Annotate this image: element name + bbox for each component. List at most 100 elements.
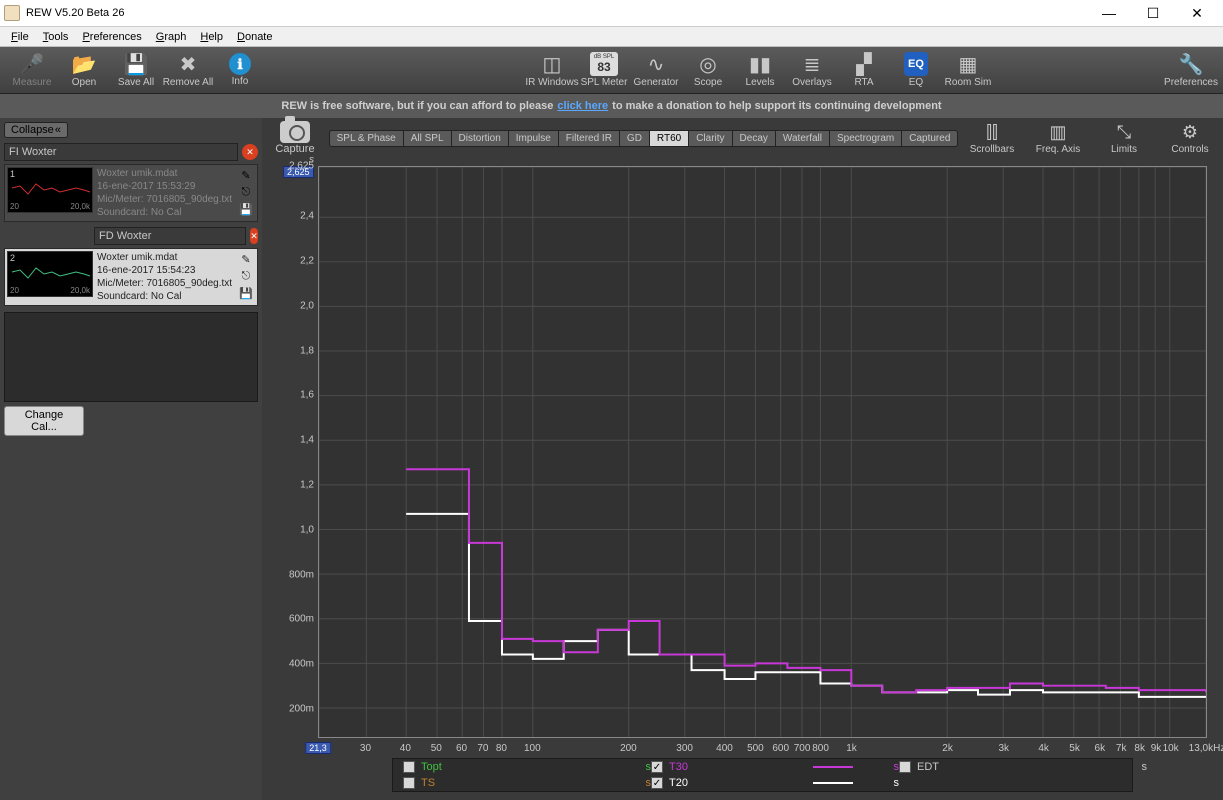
tab-spectrogram[interactable]: Spectrogram [830,130,902,147]
freqaxis-button[interactable]: ▥Freq. Axis [1033,122,1083,155]
tab-spl-phase[interactable]: SPL & Phase [329,130,404,147]
toolbar: 🎤Measure📂Open💾Save All✖Remove AllℹInfo ◫… [0,47,1223,94]
legend-unit: s [859,777,899,789]
menu-preferences[interactable]: Preferences [75,31,148,43]
x-tick-label: 10k [1163,743,1179,754]
menu-file[interactable]: File [4,31,36,43]
menu-tools[interactable]: Tools [36,31,76,43]
window-title: REW V5.20 Beta 26 [26,7,1087,19]
edit-icon[interactable]: ✎ [239,253,253,267]
graph-tabs: SPL & PhaseAll SPLDistortionImpulseFilte… [320,130,967,147]
capture-button[interactable]: Capture [270,121,320,155]
cal-icon[interactable]: ⎋ [239,270,253,284]
tab-distortion[interactable]: Distortion [452,130,509,147]
splmeter-button[interactable]: dB SPL83SPL Meter [578,48,630,92]
y-tick-label: 200m [282,703,314,714]
prefs-button[interactable]: 🔧Preferences [1165,48,1217,92]
legend-unit: s [1107,761,1147,773]
rta-button[interactable]: ▞RTA [838,48,890,92]
tab-clarity[interactable]: Clarity [689,130,732,147]
legend-item-ts[interactable]: TSs [403,775,651,791]
x-tick-label: 60 [456,743,467,754]
remove-measurement-button[interactable]: ✕ [250,228,258,244]
limits-button[interactable]: ⤡Limits [1099,122,1149,155]
cal-icon[interactable]: ⎋ [239,186,253,200]
scope-button[interactable]: ◎Scope [682,48,734,92]
plot-area[interactable]: 2,625 2,6252,42,22,01,81,61,41,21,0800m6… [282,158,1213,792]
tab-rt60[interactable]: RT60 [650,130,689,147]
menu-graph[interactable]: Graph [149,31,194,43]
tab-impulse[interactable]: Impulse [509,130,559,147]
legend-label: Topt [421,761,442,773]
irwin-button[interactable]: ◫IR Windows [526,48,578,92]
legend-checkbox[interactable]: ✓ [651,777,663,789]
measurement-header: ✕ [94,226,258,246]
app-icon [4,5,20,21]
banner-text-post: to make a donation to help support its c… [612,100,941,112]
titlebar: REW V5.20 Beta 26 — ☐ ✕ [0,0,1223,27]
y-tick-label: 600m [282,614,314,625]
scrollbars-button[interactable]: ⫿⫿Scrollbars [967,122,1017,155]
legend-swatch [813,782,853,784]
save-icon[interactable]: 💾 [239,287,253,301]
open-button[interactable]: 📂Open [58,48,110,92]
menubar: FileToolsPreferencesGraphHelpDonate [0,27,1223,47]
generator-button[interactable]: ∿Generator [630,48,682,92]
overlays-button[interactable]: ≣Overlays [786,48,838,92]
controls-button[interactable]: ⚙Controls [1165,122,1215,155]
tab-all-spl[interactable]: All SPL [404,130,452,147]
x-tick-label: 200 [620,743,637,754]
menu-help[interactable]: Help [193,31,230,43]
legend-unit: s [859,761,899,773]
change-cal-button[interactable]: Change Cal... [4,406,84,436]
tab-gd[interactable]: GD [620,130,650,147]
tab-waterfall[interactable]: Waterfall [776,130,830,147]
menu-donate[interactable]: Donate [230,31,279,43]
measurement-card[interactable]: 12020,0kWoxter umik.mdat16-ene-2017 15:5… [4,164,258,222]
legend-checkbox[interactable] [403,761,415,773]
edit-icon[interactable]: ✎ [239,169,253,183]
legend-item-topt[interactable]: Topts [403,759,651,775]
legend-checkbox[interactable] [899,761,911,773]
tab-decay[interactable]: Decay [733,130,776,147]
maximize-button[interactable]: ☐ [1131,2,1175,24]
roomsim-button[interactable]: ▦Room Sim [942,48,994,92]
y-tick-label: 1,0 [282,524,314,535]
legend-checkbox[interactable]: ✓ [651,761,663,773]
minimize-button[interactable]: — [1087,2,1131,24]
saveall-button[interactable]: 💾Save All [110,48,162,92]
sidebar: Collapse« ✕ 12020,0kWoxter umik.mdat16-en… [0,118,262,800]
y-tick-label: 1,2 [282,480,314,491]
x-tick-label: 600 [772,743,789,754]
save-icon[interactable]: 💾 [239,203,253,217]
legend: Topts✓T30sEDTsTSs✓T20s [392,758,1133,792]
x-tick-label: 7k [1116,743,1127,754]
y-tick-label: 1,8 [282,345,314,356]
eq-button[interactable]: EQEQ [890,48,942,92]
x-tick-label: 100 [524,743,541,754]
measurement-name-input[interactable] [4,143,238,161]
x-tick-label: 5k [1069,743,1080,754]
info-button[interactable]: ℹInfo [214,48,266,92]
legend-item-t20[interactable]: ✓T20s [651,775,899,791]
y-tick-label: 2,4 [282,211,314,222]
remove-measurement-button[interactable]: ✕ [242,144,258,160]
donation-banner: REW is free software, but if you can aff… [0,94,1223,118]
chevron-left-icon: « [55,124,61,136]
collapse-button[interactable]: Collapse« [4,122,68,138]
legend-swatch [813,766,853,768]
rt60-chart [319,167,1206,737]
tab-captured[interactable]: Captured [902,130,958,147]
close-button[interactable]: ✕ [1175,2,1219,24]
removeall-button[interactable]: ✖Remove All [162,48,214,92]
measurement-card[interactable]: 22020,0kWoxter umik.mdat16-ene-2017 15:5… [4,248,258,306]
legend-item-edt[interactable]: EDTs [899,759,1147,775]
x-tick-label: 500 [747,743,764,754]
tab-filtered-ir[interactable]: Filtered IR [559,130,620,147]
legend-checkbox[interactable] [403,777,415,789]
legend-item-t30[interactable]: ✓T30s [651,759,899,775]
x-tick-label: 400 [716,743,733,754]
banner-link[interactable]: click here [557,100,608,112]
levels-button[interactable]: ▮▮Levels [734,48,786,92]
measurement-name-input[interactable] [94,227,246,245]
